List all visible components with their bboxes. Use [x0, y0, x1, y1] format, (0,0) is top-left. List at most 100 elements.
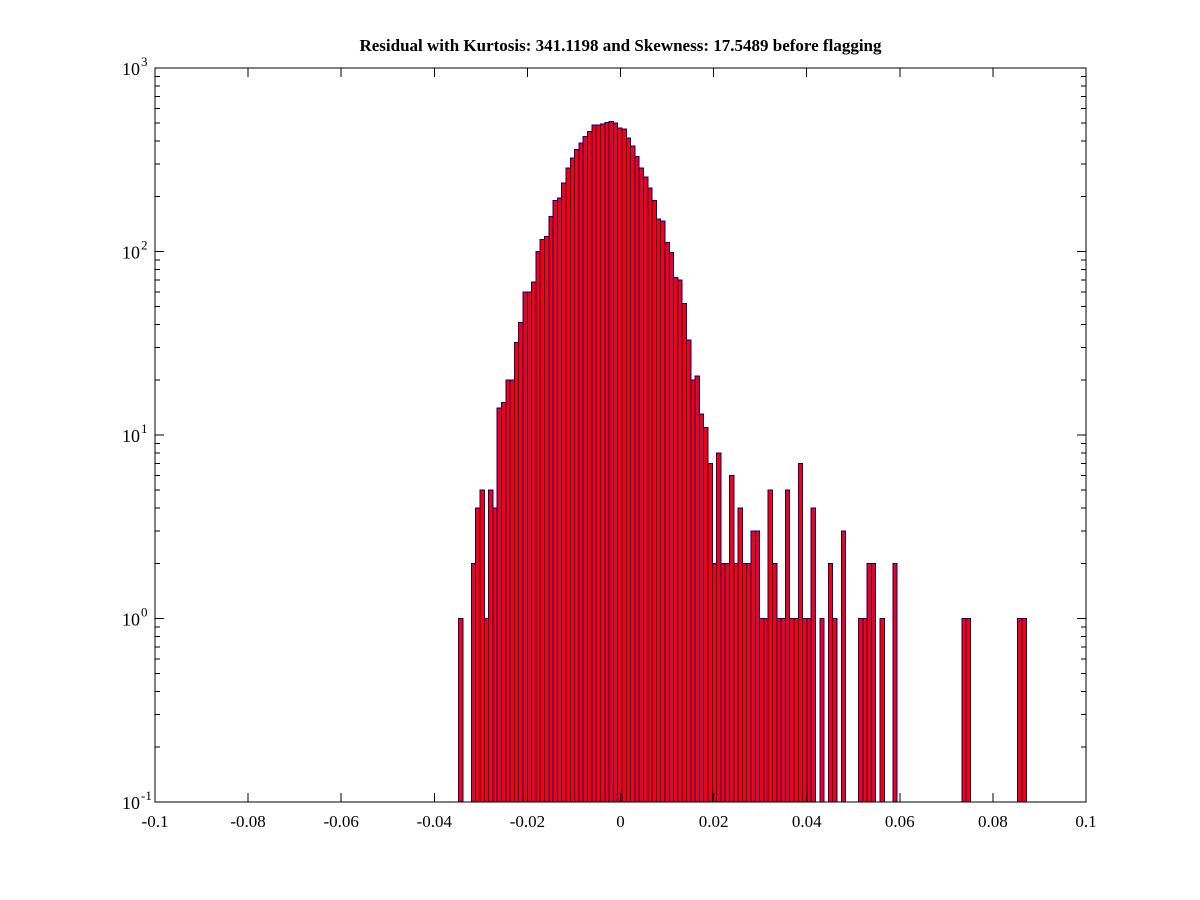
histogram-bar — [569, 157, 576, 803]
histogram-bar — [728, 475, 735, 803]
histogram-bar — [685, 339, 692, 803]
histogram-bar — [892, 562, 898, 803]
histogram-bar — [690, 379, 696, 803]
histogram-bar — [647, 187, 653, 803]
histogram-bar — [681, 303, 687, 803]
histogram-bar — [668, 251, 675, 803]
histogram-bar — [651, 199, 657, 803]
histogram-bar — [754, 530, 761, 803]
x-tick-label: -0.08 — [230, 812, 265, 831]
histogram-bar — [664, 241, 670, 803]
x-tick-label: -0.1 — [142, 812, 169, 831]
x-tick-label: -0.06 — [323, 812, 358, 831]
histogram-bar — [1021, 618, 1027, 803]
histogram-bar — [793, 618, 799, 803]
histogram-bar — [827, 562, 834, 803]
histogram-bar — [655, 218, 662, 803]
histogram-bar — [483, 618, 490, 803]
x-tick-label: 0 — [616, 812, 625, 831]
y-tick-label: 101 — [122, 421, 148, 446]
histogram-bar — [535, 251, 541, 803]
histogram-bar — [806, 618, 812, 803]
histogram-bar — [965, 618, 971, 803]
histogram-bar — [526, 291, 533, 803]
histogram-bar — [630, 145, 636, 803]
x-tick-label: 0.1 — [1075, 812, 1096, 831]
histogram-bar — [677, 279, 683, 803]
histogram-bar — [488, 489, 494, 803]
histogram-bar — [711, 562, 718, 803]
x-tick-label: 0.06 — [885, 812, 915, 831]
x-tick-label: -0.04 — [417, 812, 453, 831]
histogram-bar — [638, 167, 644, 803]
histogram-bar — [604, 121, 610, 803]
histogram-bar — [591, 124, 597, 803]
histogram-bar — [870, 562, 877, 803]
histogram-bar — [595, 124, 601, 803]
histogram-bar — [479, 489, 485, 803]
histogram-bar — [501, 402, 507, 803]
histogram-bar — [458, 618, 464, 803]
x-tick-label: 0.02 — [699, 812, 729, 831]
y-tick-label: 10-1 — [122, 788, 152, 813]
histogram-bar — [1017, 618, 1023, 803]
histogram-bar — [703, 426, 709, 803]
histogram-bar — [750, 530, 756, 803]
histogram-bar — [797, 462, 804, 803]
histogram-bar — [819, 618, 825, 803]
histogram-bar — [733, 562, 739, 803]
histogram-bar — [772, 562, 778, 803]
histogram-bar — [862, 618, 868, 803]
histogram-bar — [724, 562, 730, 803]
histogram-bar — [784, 489, 791, 803]
histogram-bar — [518, 322, 524, 803]
histogram-bar — [707, 462, 713, 803]
histogram-bar — [621, 128, 627, 803]
histogram-bar — [556, 197, 563, 803]
histogram-bar — [767, 489, 773, 803]
y-tick-label: 102 — [122, 238, 148, 263]
histogram-bar — [509, 379, 515, 803]
histogram-bar — [587, 130, 593, 803]
histogram-bar — [673, 277, 679, 803]
histogram-bar — [561, 182, 567, 803]
histogram-bar — [625, 137, 632, 803]
histogram-bar — [513, 341, 520, 803]
histogram-bar — [634, 155, 640, 803]
histogram-bar — [789, 618, 795, 803]
histogram-bar — [780, 618, 786, 803]
histogram-bar — [539, 239, 546, 803]
x-tick-label: -0.02 — [510, 812, 545, 831]
histogram-bar — [544, 235, 550, 803]
histogram-bar — [492, 507, 498, 803]
histogram-bar — [475, 507, 481, 803]
histogram-bar — [599, 123, 606, 803]
histogram-bar — [642, 176, 649, 803]
histogram-bar — [759, 618, 765, 803]
histogram-bar — [612, 122, 619, 803]
histogram-bar — [840, 530, 847, 803]
histogram-bar — [737, 507, 743, 803]
histogram-bar — [776, 618, 782, 803]
histogram-bar — [694, 375, 700, 803]
histogram-bar — [578, 142, 584, 803]
histogram-bar — [470, 562, 477, 803]
histogram-bar — [720, 562, 726, 803]
histogram-bar — [505, 379, 511, 803]
x-tick-label: 0.08 — [978, 812, 1008, 831]
histogram-bar — [617, 127, 623, 803]
histogram-bar — [574, 149, 580, 803]
histogram-bar — [832, 618, 838, 803]
histogram-bar — [741, 562, 748, 803]
histogram-bar — [660, 220, 666, 803]
histogram-bar — [858, 618, 864, 803]
x-tick-label: 0.04 — [792, 812, 822, 831]
histogram-bar — [565, 167, 571, 803]
chart-title: Residual with Kurtosis: 341.1198 and Ske… — [359, 36, 882, 55]
histogram-bar — [802, 618, 808, 803]
histogram-bar — [698, 413, 705, 803]
histogram-bar — [582, 135, 589, 803]
histogram-bar — [879, 618, 885, 803]
